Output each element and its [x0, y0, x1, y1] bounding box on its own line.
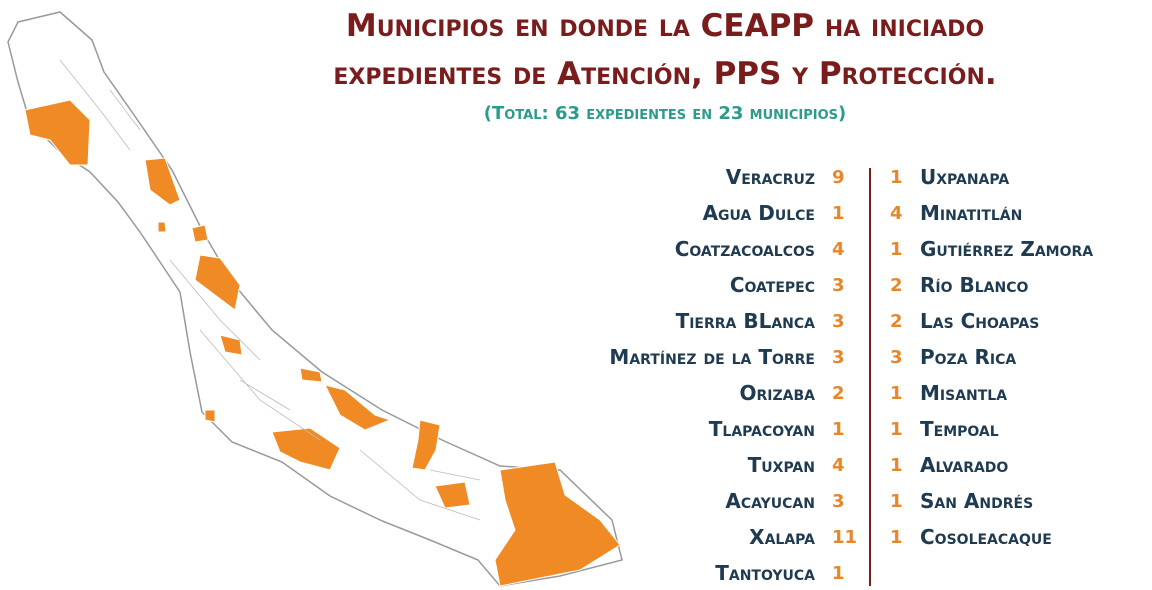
divider [869, 168, 871, 586]
case-count: 4 [832, 455, 845, 476]
municipality-name: Orizaba [739, 381, 815, 405]
municipality [191, 224, 209, 243]
municipality [157, 221, 167, 233]
case-count: 4 [832, 239, 845, 260]
municipality-name: Tantoyuca [715, 561, 815, 585]
municipality-name: Tlapacoyan [708, 417, 815, 441]
municipality-name: Minatitlán [920, 201, 1023, 225]
municipality-name: Tempoal [920, 417, 999, 441]
title: Municipios en donde la CEAPP ha iniciado [345, 8, 985, 44]
case-count: 3 [832, 275, 845, 296]
case-count: 1 [890, 455, 903, 476]
map [7, 11, 623, 587]
case-count: 2 [890, 311, 903, 332]
municipality [144, 157, 181, 206]
municipality [324, 384, 392, 431]
case-count: 1 [890, 491, 903, 512]
municipality [411, 419, 441, 471]
municipality-name: Alvarado [920, 453, 1009, 477]
municipality [204, 409, 216, 423]
subtitle: (Total: 63 expedientes en 23 municipios) [483, 103, 847, 124]
case-count: 1 [890, 383, 903, 404]
case-count: 1 [832, 419, 845, 440]
municipality-name: Veracruz [725, 165, 815, 189]
case-count: 1 [890, 419, 903, 440]
municipality [271, 427, 341, 471]
municipality-name: Xalapa [749, 525, 815, 549]
case-count: 1 [890, 167, 903, 188]
case-count: 1 [832, 563, 845, 584]
municipality [219, 334, 243, 356]
municipality-name: Misantla [920, 381, 1008, 405]
municipality [299, 367, 323, 383]
case-count: 3 [832, 491, 845, 512]
case-count: 2 [890, 275, 903, 296]
municipality-name: Río Blanco [920, 273, 1029, 297]
title: expedientes de Atención, PPS y Protecció… [333, 56, 997, 92]
case-count: 1 [890, 527, 903, 548]
municipality [434, 481, 471, 509]
municipality [194, 254, 241, 311]
municipality [24, 99, 91, 166]
case-count: 11 [832, 527, 858, 548]
municipal-borders [59, 59, 481, 521]
municipality [494, 461, 621, 587]
case-count: 1 [890, 239, 903, 260]
case-count: 1 [832, 203, 845, 224]
municipality-name: Martínez de la Torre [609, 345, 815, 369]
case-count: 9 [832, 167, 845, 188]
case-count: 2 [832, 383, 845, 404]
highlighted-municipalities [24, 99, 621, 587]
case-count: 3 [832, 311, 845, 332]
municipality-name: Tierra BLanca [675, 309, 815, 333]
municipality-name: Cosoleacaque [920, 525, 1052, 549]
municipality-name: San Andrés [920, 489, 1034, 513]
municipality-name: Agua Dulce [702, 201, 815, 225]
municipality-name: Poza Rica [920, 345, 1017, 369]
case-count: 3 [890, 347, 903, 368]
case-count: 3 [832, 347, 845, 368]
municipality-name: Gutiérrez Zamora [920, 237, 1094, 261]
state-outline [7, 11, 623, 587]
municipality-name: Uxpanapa [920, 165, 1010, 189]
municipality-name: Las Choapas [920, 309, 1040, 333]
municipality-name: Coatzacoalcos [674, 237, 815, 261]
municipality-name: Acayucan [725, 489, 815, 513]
municipality-name: Tuxpan [747, 453, 815, 477]
municipality-name: Coatepec [729, 273, 815, 297]
case-count: 4 [890, 203, 903, 224]
